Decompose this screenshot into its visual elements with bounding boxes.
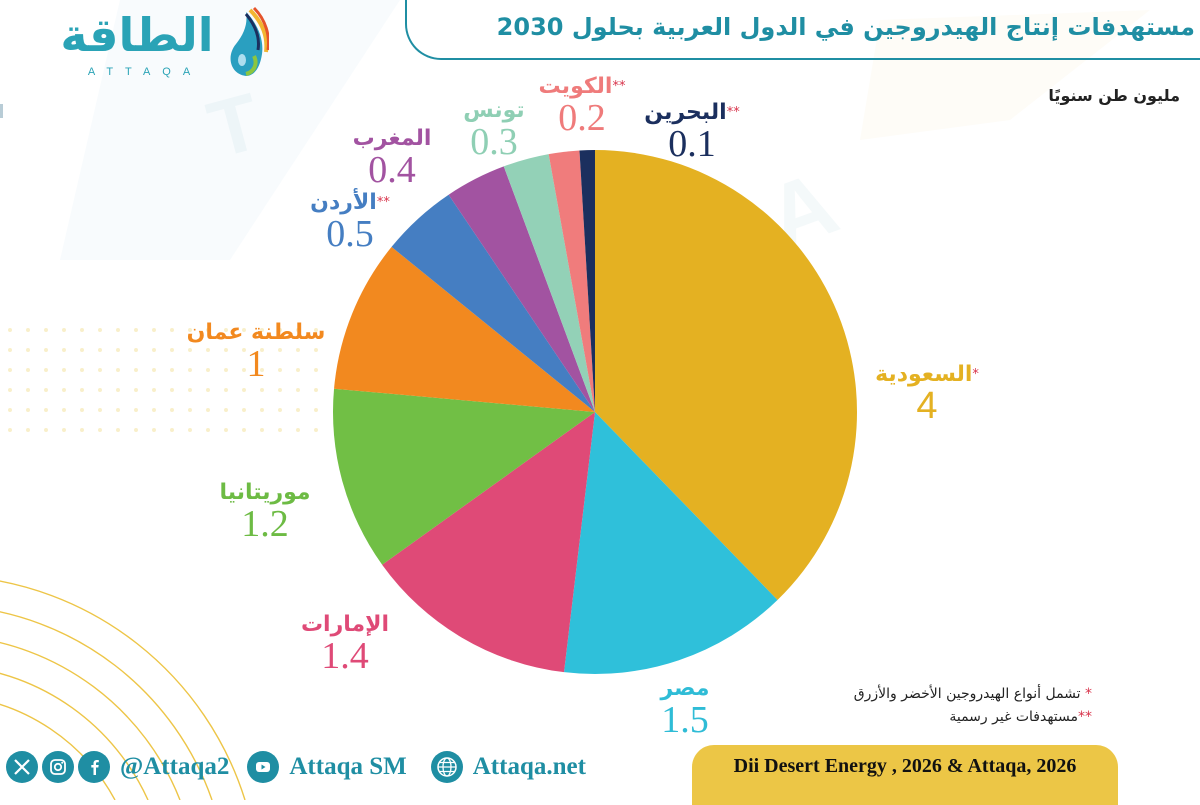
pie-slice: [548, 150, 595, 412]
slice-label-name: *السعودية: [875, 362, 979, 387]
instagram-icon[interactable]: [42, 751, 74, 783]
facebook-icon[interactable]: [78, 751, 110, 783]
slice-label-saudi: *السعودية 4: [852, 362, 1002, 427]
pie-slice: [334, 246, 595, 412]
globe-icon[interactable]: [430, 751, 463, 783]
slice-label-uae: الإمارات 1.4: [280, 612, 410, 677]
pie-slice: [382, 412, 595, 673]
slice-label-bahrain: **البحرين 0.1: [622, 100, 762, 165]
unit-label: مليون طن سنويًا: [1048, 86, 1180, 105]
slice-label-value: 4: [916, 385, 938, 427]
logo-arabic-text: الطاقة: [60, 8, 214, 62]
slice-label-value: 1.2: [241, 503, 289, 545]
pie-slice: [391, 194, 595, 412]
slice-label-value: 0.4: [368, 149, 416, 191]
website-link[interactable]: Attaqa.net: [472, 753, 586, 780]
pie-slice: [503, 154, 595, 412]
title-banner: مستهدفات إنتاج الهيدروجين في الدول العرب…: [405, 0, 1200, 60]
attaqa-logo: الطاقة ATTAQA: [52, 6, 269, 84]
slice-label-name: المغرب: [352, 126, 432, 151]
pie-slice: [448, 166, 595, 412]
social-footer: @Attaqa2 Attaqa SM Attaqa.net: [6, 747, 600, 787]
slice-label-value: 0.2: [558, 97, 606, 139]
footnote-1: * تشمل أنواع الهيدروجين الأخضر والأزرق: [853, 686, 1092, 702]
slice-label-value: 0.1: [668, 123, 716, 165]
slice-label-mauritania: موريتانيا 1.2: [190, 480, 340, 545]
footnote-2: **مستهدفات غير رسمية: [949, 709, 1092, 725]
slice-label-tunisia: تونس 0.3: [444, 98, 544, 163]
water-drop-flame-icon: [230, 6, 269, 76]
slice-label-name: **الأردن: [310, 190, 390, 215]
slice-label-value: 0.3: [470, 121, 518, 163]
slice-label-name: موريتانيا: [219, 480, 311, 505]
slice-label-value: 1: [246, 343, 266, 385]
x-icon[interactable]: [6, 751, 38, 783]
slice-label-name: **الكويت: [538, 74, 626, 99]
chart-title: مستهدفات إنتاج الهيدروجين في الدول العرب…: [496, 13, 1196, 41]
youtube-icon[interactable]: [247, 751, 280, 783]
slice-label-morocco: المغرب 0.4: [342, 126, 442, 191]
pie-slice: [333, 388, 595, 565]
slice-label-value: 0.5: [326, 213, 374, 255]
pie-slice: [564, 412, 778, 674]
slice-label-name: **البحرين: [644, 100, 740, 125]
slice-label-egypt: مصر 1.5: [630, 676, 740, 741]
source-text: Dii Desert Energy , 2026 & Attaqa, 2026: [733, 755, 1077, 777]
youtube-channel[interactable]: Attaqa SM: [289, 753, 407, 780]
slice-label-name: تونس: [463, 98, 525, 123]
slice-label-name: مصر: [660, 676, 710, 701]
pie-slice: [579, 150, 595, 412]
footnotes: * تشمل أنواع الهيدروجين الأخضر والأزرق *…: [854, 683, 1092, 729]
slice-label-name: الإمارات: [300, 612, 390, 637]
slice-label-value: 1.5: [661, 699, 709, 741]
slice-label-oman: سلطنة عمان 1: [166, 320, 346, 385]
logo-latin-text: ATTAQA: [87, 66, 203, 78]
slice-label-kuwait: **الكويت 0.2: [522, 74, 642, 139]
slice-label-name: سلطنة عمان: [186, 320, 326, 345]
source-box: Dii Desert Energy , 2026 & Attaqa, 2026: [692, 745, 1118, 805]
slice-label-jordan: **الأردن 0.5: [290, 190, 410, 255]
social-handle[interactable]: @Attaqa2: [120, 753, 230, 780]
pie-slice: [595, 150, 858, 600]
slice-label-value: 1.4: [321, 635, 369, 677]
